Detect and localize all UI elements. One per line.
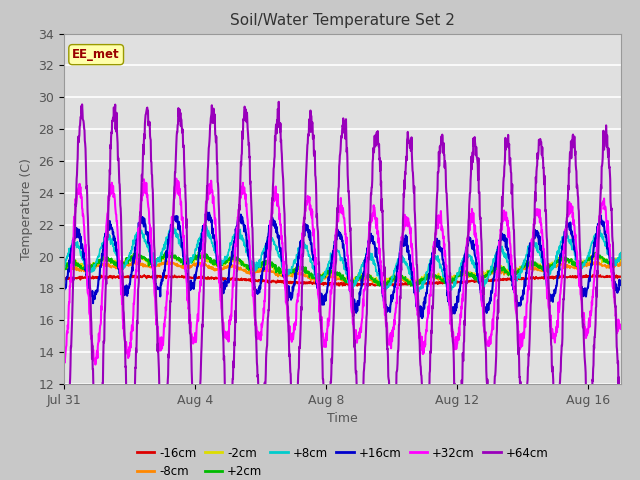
-2cm	[152, 259, 159, 264]
-8cm	[131, 257, 139, 263]
-2cm	[167, 251, 175, 257]
+64cm	[275, 99, 283, 105]
+2cm	[184, 261, 192, 266]
+2cm	[360, 270, 367, 276]
+8cm	[200, 228, 207, 234]
+8cm	[495, 245, 503, 251]
+32cm	[172, 176, 180, 181]
-8cm	[60, 266, 68, 272]
+32cm	[92, 361, 99, 367]
+8cm	[415, 289, 422, 295]
+16cm	[76, 235, 83, 241]
+16cm	[200, 228, 207, 234]
Line: +8cm: +8cm	[64, 226, 621, 292]
Line: +16cm: +16cm	[64, 212, 621, 318]
+32cm	[60, 360, 68, 365]
-8cm	[617, 258, 625, 264]
-2cm	[184, 260, 192, 265]
+2cm	[200, 252, 207, 258]
+16cm	[203, 209, 211, 215]
-2cm	[412, 281, 419, 287]
-2cm	[76, 264, 83, 270]
+64cm	[617, 401, 625, 407]
X-axis label: Time: Time	[327, 412, 358, 425]
Line: -16cm: -16cm	[64, 275, 621, 286]
+8cm	[202, 223, 210, 229]
+2cm	[495, 263, 503, 269]
-16cm	[360, 281, 367, 287]
+2cm	[60, 262, 68, 268]
Line: -8cm: -8cm	[64, 260, 621, 284]
Line: +64cm: +64cm	[64, 102, 621, 451]
+64cm	[200, 291, 207, 297]
-16cm	[184, 275, 191, 280]
+16cm	[419, 315, 426, 321]
+8cm	[184, 257, 191, 263]
+32cm	[495, 246, 503, 252]
+8cm	[152, 258, 159, 264]
Line: +2cm: +2cm	[64, 251, 621, 288]
-16cm	[152, 275, 159, 280]
+32cm	[200, 234, 208, 240]
-2cm	[617, 258, 625, 264]
+16cm	[184, 276, 191, 282]
+16cm	[617, 278, 625, 284]
-16cm	[60, 276, 68, 281]
-8cm	[495, 269, 503, 275]
-8cm	[200, 263, 207, 268]
+16cm	[495, 242, 503, 248]
+32cm	[184, 300, 192, 306]
+8cm	[360, 264, 367, 269]
+64cm	[360, 369, 367, 375]
Y-axis label: Temperature (C): Temperature (C)	[20, 158, 33, 260]
+2cm	[162, 248, 170, 254]
+8cm	[617, 250, 625, 255]
+32cm	[152, 312, 159, 317]
-8cm	[372, 281, 380, 287]
-8cm	[184, 264, 192, 270]
-16cm	[76, 276, 83, 281]
-16cm	[358, 283, 366, 289]
+8cm	[76, 246, 83, 252]
-16cm	[200, 274, 207, 280]
-16cm	[617, 274, 625, 279]
+64cm	[184, 256, 192, 262]
-16cm	[589, 272, 597, 277]
-2cm	[495, 265, 503, 271]
-2cm	[200, 253, 207, 259]
-2cm	[360, 273, 367, 278]
+64cm	[152, 284, 159, 289]
Line: +32cm: +32cm	[64, 179, 621, 364]
+32cm	[76, 181, 83, 187]
-8cm	[76, 268, 83, 274]
-16cm	[495, 278, 502, 284]
+64cm	[76, 132, 83, 138]
+2cm	[76, 264, 83, 269]
Legend: -16cm, -8cm, -2cm, +2cm, +8cm, +16cm, +32cm, +64cm: -16cm, -8cm, -2cm, +2cm, +8cm, +16cm, +3…	[132, 442, 553, 480]
+2cm	[410, 285, 418, 290]
-2cm	[60, 263, 68, 269]
+2cm	[617, 256, 625, 262]
+2cm	[152, 261, 159, 267]
Text: EE_met: EE_met	[72, 48, 120, 61]
+16cm	[360, 273, 367, 278]
+64cm	[495, 285, 503, 291]
-8cm	[360, 278, 367, 284]
+32cm	[360, 287, 367, 292]
-8cm	[152, 261, 159, 267]
+16cm	[60, 288, 68, 294]
+8cm	[60, 268, 68, 274]
+32cm	[617, 324, 625, 330]
Title: Soil/Water Temperature Set 2: Soil/Water Temperature Set 2	[230, 13, 455, 28]
Line: -2cm: -2cm	[64, 254, 621, 284]
+64cm	[127, 448, 135, 454]
+64cm	[60, 438, 68, 444]
+16cm	[152, 283, 159, 288]
